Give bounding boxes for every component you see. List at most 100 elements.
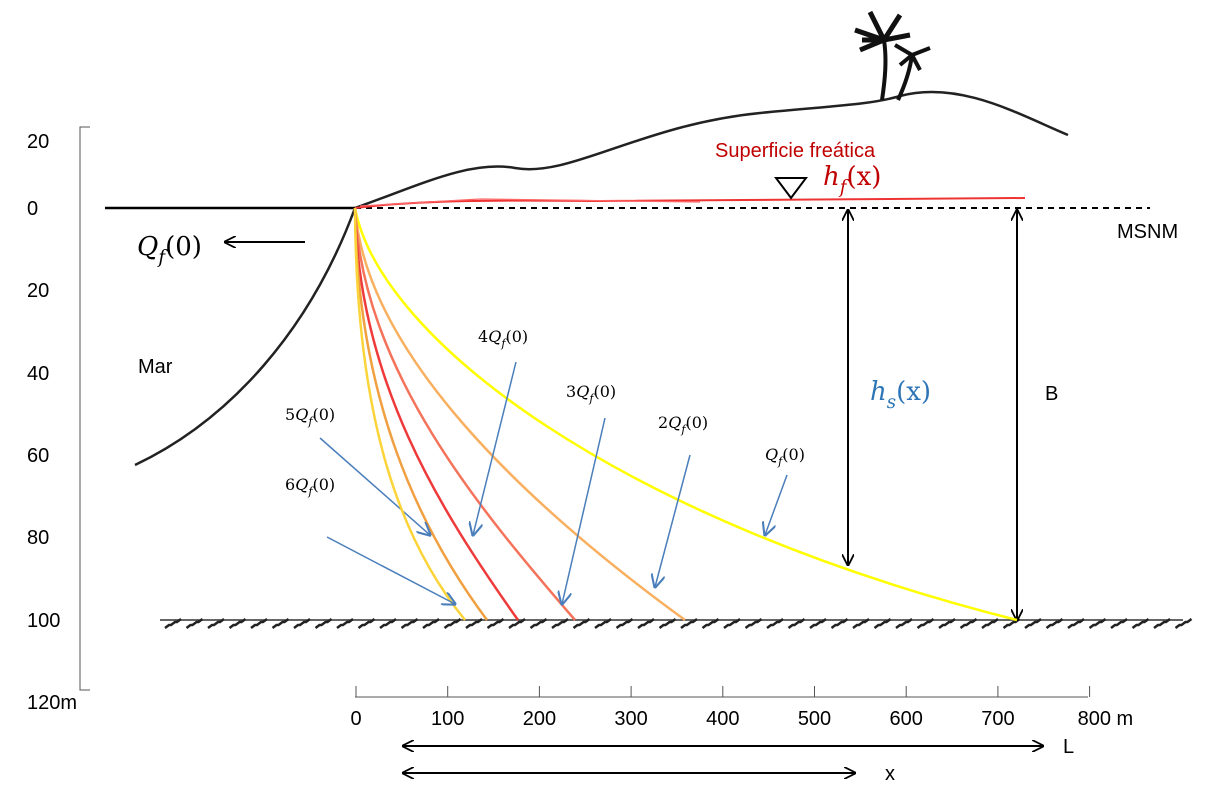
argument: (x) [896, 377, 931, 407]
seepage-curve [353, 207, 489, 621]
hatch-mark [852, 618, 870, 629]
water-table-label: Superficie freática [715, 140, 876, 162]
hatch-mark [486, 618, 505, 629]
argument: (0) [685, 413, 708, 432]
curve-label: Qf(0) [765, 445, 805, 468]
hatch-mark [271, 618, 290, 629]
x-tick-label: 300 [614, 708, 647, 730]
coefficient: 5 [285, 405, 295, 424]
coefficient: 6 [285, 475, 295, 494]
curve-label: 5Qf(0) [285, 405, 335, 428]
label-arrow [319, 437, 430, 535]
hatch-mark [916, 618, 935, 629]
subscript: f [777, 455, 784, 468]
x-tick-label: 600 [890, 708, 923, 730]
label-arrow [655, 454, 691, 587]
hatch-mark [787, 618, 806, 629]
symbol: Q [137, 232, 158, 262]
curve-label: 6Qf(0) [285, 475, 335, 498]
hatch-mark [637, 618, 655, 629]
argument: (0) [312, 405, 335, 424]
hatch-mark [830, 618, 849, 629]
x-tick-label: 200 [523, 708, 556, 730]
hatch-mark [658, 618, 677, 629]
outflow-label: Qf(0) [137, 232, 202, 268]
symbol: Q [295, 405, 308, 424]
hatch-mark [400, 618, 419, 629]
hatch-mark [572, 618, 591, 629]
hatch-mark [314, 618, 333, 629]
land-surface [354, 90, 1069, 210]
water-table-marker [774, 177, 808, 200]
hatch-mark [594, 618, 612, 629]
hatch-mark [1153, 618, 1171, 629]
subscript: f [307, 485, 314, 498]
hatch-mark [1131, 618, 1150, 629]
hatch-mark [551, 618, 569, 629]
x-tick-label: 400 [706, 708, 739, 730]
subscript: s [887, 392, 896, 413]
hatch-mark [1110, 618, 1128, 629]
hatch-mark [443, 618, 462, 629]
hatch-mark [938, 618, 956, 629]
argument: (x) [846, 162, 881, 192]
hatch-mark [379, 618, 397, 629]
seepage-curve [353, 207, 1018, 622]
x-tick-label: 800 m [1078, 708, 1134, 730]
argument: (0) [782, 445, 805, 464]
hatch-mark [723, 618, 741, 629]
argument: (0) [505, 327, 528, 346]
curve-label: 2Qf(0) [658, 413, 708, 436]
y-tick-label: 60 [27, 445, 49, 467]
hatch-mark [250, 618, 268, 629]
y-axis [79, 126, 90, 691]
subscript: f [588, 392, 595, 405]
hatch-mark [701, 618, 720, 629]
label-arrow [765, 474, 788, 535]
hatch-mark [1088, 618, 1107, 629]
seepage-curve [353, 207, 520, 621]
l-label: L [1063, 736, 1074, 758]
hatch-mark [680, 618, 698, 629]
argument: (0) [165, 232, 202, 262]
symbol: h [823, 162, 840, 192]
subscript: f [307, 415, 314, 428]
label-arrow [326, 536, 455, 604]
hatch-mark [981, 618, 999, 629]
hatch-mark [228, 618, 247, 629]
hatch-mark [164, 618, 182, 629]
hatch-mark [615, 618, 634, 629]
water-table [354, 197, 1026, 209]
x-tick-label: 700 [981, 708, 1014, 730]
x-tick-label: 100 [431, 708, 464, 730]
hatch-mark [508, 618, 526, 629]
label-arrow [473, 361, 517, 535]
seepage-curve [353, 207, 686, 622]
symbol: Q [295, 475, 308, 494]
hatch-mark [1024, 618, 1042, 629]
coefficient: 4 [478, 327, 488, 346]
y-tick-label: 120m [27, 692, 77, 714]
sea-label: Mar [138, 356, 173, 378]
hatch-mark [959, 618, 978, 629]
x-tick-label: 0 [350, 708, 361, 730]
argument: (0) [593, 382, 616, 401]
y-tick-label: 80 [27, 527, 49, 549]
x-label: x [885, 763, 895, 785]
hatch-mark [336, 618, 354, 629]
hatch-mark [529, 618, 548, 629]
y-tick-label: 0 [27, 198, 38, 220]
x-tick-label: 500 [798, 708, 831, 730]
seepage-curve [353, 207, 576, 621]
seepage-curve [353, 207, 466, 621]
palm-tree [854, 10, 931, 101]
hatch-mark [1002, 618, 1021, 629]
subscript: f [680, 423, 687, 436]
symbol: h [870, 377, 887, 407]
hatch-mark [873, 618, 892, 629]
msnm-label: MSNM [1117, 221, 1178, 243]
hatch-mark [293, 618, 311, 629]
hatch-mark [809, 618, 827, 629]
hatch-mark [422, 618, 440, 629]
